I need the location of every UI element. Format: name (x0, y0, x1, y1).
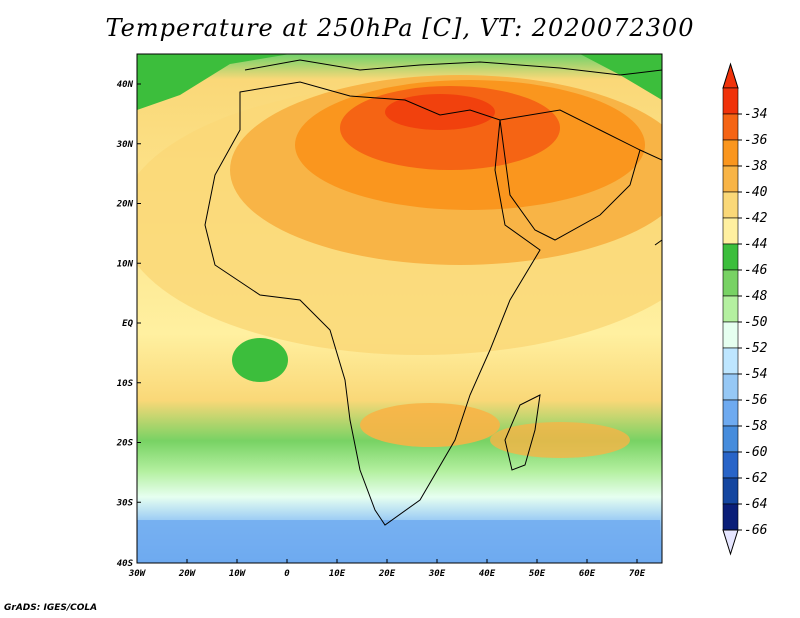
lon-tick-label: 60E (579, 569, 596, 579)
lat-tick-label: 20N (116, 200, 134, 210)
map-frame (136, 53, 663, 564)
colorbar-label: -62 (744, 471, 768, 486)
colorbar-swatch (722, 165, 739, 193)
colorbar-label: -58 (744, 419, 768, 434)
lon-tick-label: 50E (529, 569, 546, 579)
colorbar-swatch (722, 425, 739, 453)
colorbar-swatch (722, 295, 739, 323)
colorbar-label: -48 (744, 289, 768, 304)
lon-tick-label: 70E (629, 569, 646, 579)
lat-tick-label: 40S (117, 559, 134, 569)
lon-tick-label: 10W (229, 569, 247, 579)
lat-tick-label: 30N (116, 140, 134, 150)
colorbar-label: -66 (744, 523, 768, 538)
colorbar-label: -60 (744, 445, 768, 460)
colorbar-swatch (722, 113, 739, 141)
colorbar-swatch (722, 139, 739, 167)
colorbar-swatch (722, 503, 739, 531)
colorbar-swatch (722, 477, 739, 505)
colorbar-swatch (722, 217, 739, 245)
colorbar-swatch (722, 373, 739, 401)
colorbar-label: -46 (744, 263, 768, 278)
temperature-field (137, 54, 662, 563)
colorbar-swatch (722, 191, 739, 219)
africa-coastline (204, 81, 541, 526)
colorbar-label: -52 (744, 341, 768, 356)
colorbar-swatch (722, 243, 739, 271)
lon-tick-label: 20W (178, 569, 197, 579)
lon-tick-label: 20E (378, 569, 396, 579)
footer-credit: GrADS: IGES/COLA (4, 603, 98, 613)
colorbar-swatch (722, 321, 739, 349)
lon-tick-label: 10E (329, 569, 346, 579)
lat-tick-label: EQ (122, 319, 133, 329)
lat-tick-label: 10N (117, 259, 134, 269)
colorbar-swatch (722, 87, 739, 115)
colorbar-label: -50 (744, 315, 768, 330)
latitude-axis: 40N 30N 20N 10N EQ 10S 20S 30S 40S (116, 80, 141, 569)
colorbar-top-arrow (722, 62, 739, 89)
colorbar-label: -36 (744, 133, 768, 148)
lat-tick-label: 20S (116, 439, 134, 449)
colorbar-label: -34 (744, 107, 767, 122)
colorbar-label: -40 (744, 185, 768, 200)
india-coastline (639, 149, 662, 246)
colorbar-swatch (722, 451, 739, 479)
colorbar-label: -64 (744, 497, 767, 512)
arabia-coastline (499, 109, 641, 241)
colorbar-label: -44 (744, 237, 767, 252)
lon-tick-label: 40E (479, 569, 496, 579)
colorbar-swatch (722, 269, 739, 297)
lon-tick-label: 0 (284, 569, 290, 579)
colorbar-label: -42 (744, 211, 768, 226)
lat-tick-label: 40N (117, 80, 134, 90)
colorbar: -34 -36 -38 -40 -42 -44 -46 -48 -50 -52 -54 -56 -58 -… (722, 62, 768, 556)
colorbar-label: -38 (744, 159, 768, 174)
lon-tick-label: 30E (428, 569, 446, 579)
colorbar-bottom-arrow (722, 529, 739, 556)
colorbar-swatch (722, 347, 739, 375)
europe-coastline (244, 59, 662, 76)
lat-tick-label: 30S (116, 498, 134, 508)
coastlines (204, 59, 662, 526)
lat-tick-label: 10S (117, 379, 134, 389)
colorbar-label: -54 (744, 367, 767, 382)
madagascar-coastline (504, 394, 541, 471)
lon-tick-label: 30W (128, 569, 147, 579)
map-title: Temperature at 250hPa [C], VT: 202007230… (105, 14, 695, 42)
longitude-axis: 30W 20W 10W 0 10E 20E 30E 40E 50E 60E 70E (128, 559, 646, 579)
colorbar-swatch (722, 399, 739, 427)
colorbar-label: -56 (744, 393, 768, 408)
